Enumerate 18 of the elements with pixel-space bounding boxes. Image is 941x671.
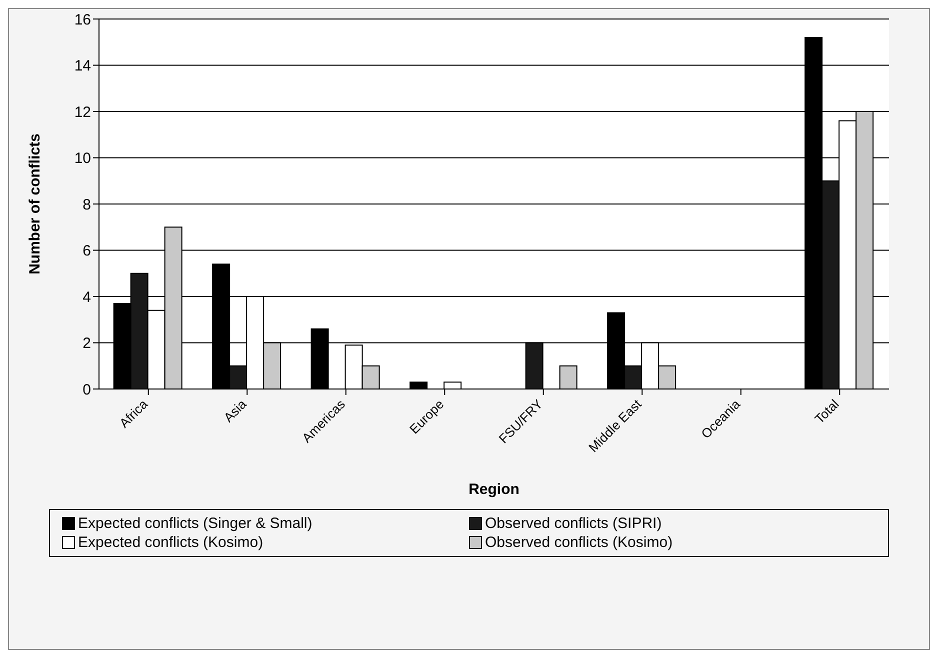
y-axis-title: Number of conflicts — [26, 134, 44, 274]
x-tick-label: Asia — [220, 396, 250, 426]
bar — [410, 382, 428, 389]
y-tick-label: 4 — [82, 288, 91, 306]
y-tick-label: 0 — [82, 381, 91, 398]
legend-label: Expected conflicts (Kosimo) — [78, 534, 264, 551]
y-tick-label: 12 — [74, 104, 91, 121]
legend-label: Observed conflicts (Kosimo) — [485, 534, 673, 551]
y-tick-label: 10 — [74, 150, 91, 168]
y-tick-label: 6 — [82, 242, 91, 260]
bar — [559, 365, 578, 389]
y-tick-label: 14 — [74, 58, 91, 75]
y-tick-label: 8 — [82, 196, 91, 214]
x-axis-title: Region — [468, 481, 520, 498]
y-tick-label: 16 — [74, 11, 91, 28]
legend-label: Expected conflicts (Singer & Small) — [78, 515, 312, 532]
legend-label: Observed conflicts (SIPRI) — [485, 515, 662, 532]
y-tick-label: 2 — [82, 335, 91, 352]
